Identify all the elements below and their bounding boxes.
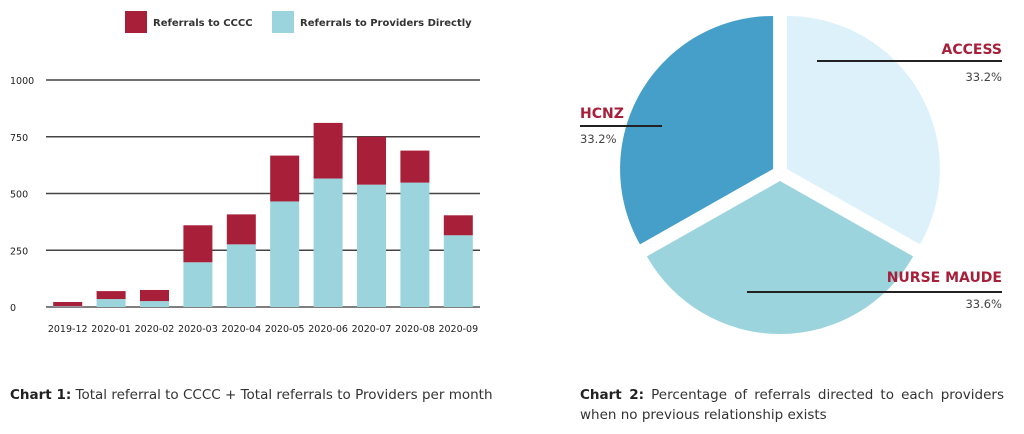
- x-tick-label: 2020-09: [438, 324, 478, 335]
- x-tick-label: 2020-07: [352, 324, 392, 335]
- x-tick-label: 2020-08: [395, 324, 435, 335]
- bar-segment: [226, 214, 256, 245]
- x-tick-label: 2020-02: [135, 324, 175, 335]
- y-axis: 0 250 500 750 1000: [10, 76, 34, 314]
- bar-segment: [53, 306, 83, 307]
- legend-swatch: [272, 11, 294, 33]
- bar-segment: [443, 235, 473, 307]
- bar-segment: [400, 150, 430, 183]
- pie-slices: [620, 15, 940, 335]
- y-tick-label: 250: [10, 246, 28, 257]
- chart-1-caption: Chart 1: Total referral to CCCC + Total …: [10, 385, 530, 405]
- x-tick-label: 2020-06: [308, 324, 348, 335]
- y-tick-label: 0: [10, 303, 16, 314]
- y-tick-label: 500: [10, 190, 28, 201]
- caption-text: Total referral to CCCC + Total referrals…: [71, 387, 493, 403]
- chart-2-caption: Chart 2: Percentage of referrals directe…: [580, 385, 1004, 425]
- bar-chart: Referrals to CCCC Referrals to Providers …: [10, 11, 480, 335]
- bar-segment: [183, 225, 213, 263]
- bar-segment: [140, 301, 169, 307]
- slice-percent: 33.6%: [965, 297, 1002, 311]
- slice-label: NURSE MAUDE: [887, 270, 1002, 286]
- bar-segment: [313, 122, 343, 179]
- bar-segment: [270, 201, 300, 307]
- bar-segment: [53, 302, 83, 307]
- pie-labels: ACCESS 33.2% NURSE MAUDE 33.6% HCNZ 33.2%: [580, 42, 1002, 311]
- bar-segment: [140, 289, 169, 302]
- bar-segment: [400, 182, 430, 307]
- pie-slice: [786, 15, 940, 245]
- slice-percent: 33.2%: [965, 70, 1002, 84]
- bar-segment: [313, 178, 343, 307]
- x-tick-label: 2020-01: [91, 324, 131, 335]
- pie-slice: [646, 181, 914, 335]
- x-tick-label: 2020-04: [221, 324, 261, 335]
- pie-chart: ACCESS 33.2% NURSE MAUDE 33.6% HCNZ 33.2%: [580, 15, 1002, 335]
- y-tick-label: 750: [10, 133, 28, 144]
- bars: [53, 122, 473, 307]
- legend-label: Referrals to Providers Directly: [300, 18, 472, 29]
- caption-label: Chart 1:: [10, 387, 72, 403]
- bar-segment: [226, 244, 256, 307]
- slice-label: HCNZ: [580, 106, 624, 122]
- pie-slice: [620, 15, 774, 245]
- legend-label: Referrals to CCCC: [153, 18, 253, 29]
- legend-swatch: [125, 11, 147, 33]
- chart-legend: Referrals to CCCC Referrals to Providers …: [125, 11, 472, 33]
- caption-label: Chart 2:: [580, 387, 645, 403]
- bar-segment: [270, 155, 300, 202]
- bar-segment: [96, 299, 126, 307]
- x-tick-label: 2020-03: [178, 324, 218, 335]
- bar-segment: [443, 215, 473, 236]
- slice-label: ACCESS: [942, 42, 1002, 58]
- x-tick-label: 2019-12: [48, 324, 88, 335]
- bar-segment: [357, 184, 386, 307]
- slice-percent: 33.2%: [580, 132, 617, 146]
- bar-segment: [96, 291, 126, 300]
- x-axis: 2019-12 2020-01 2020-02 2020-03 2020-04 2020-…: [48, 324, 478, 335]
- x-tick-label: 2020-05: [265, 324, 305, 335]
- bar-segment: [357, 136, 386, 185]
- caption-text: Percentage of referrals directed to each…: [580, 387, 1004, 423]
- y-tick-label: 1000: [10, 76, 34, 87]
- bar-segment: [183, 262, 213, 307]
